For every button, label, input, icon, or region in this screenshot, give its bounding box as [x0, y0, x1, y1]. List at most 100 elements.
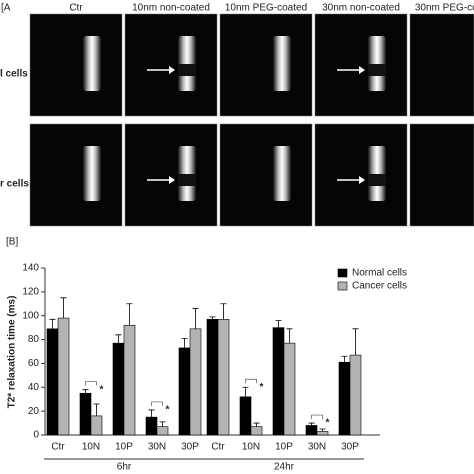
mri-image — [124, 13, 218, 117]
bar — [156, 426, 169, 436]
bar — [239, 396, 252, 436]
tube — [273, 36, 291, 91]
bar — [349, 354, 362, 436]
bar — [316, 431, 329, 436]
bar — [57, 317, 70, 436]
y-tick-label: 80 — [28, 334, 40, 345]
x-tick-label: 10P — [115, 442, 133, 453]
x-tick-label: 30N — [308, 442, 326, 453]
tube — [178, 146, 196, 201]
error-bar — [308, 422, 315, 426]
mri-image — [124, 123, 218, 227]
bar — [145, 416, 158, 436]
dark-band — [178, 64, 196, 76]
x-tick-label: 10P — [275, 442, 293, 453]
error-bar — [319, 428, 326, 432]
legend-swatch — [337, 268, 348, 278]
error-bar — [275, 320, 282, 328]
error-bar — [181, 337, 188, 348]
mri-image — [314, 13, 408, 117]
row-label: l cells — [0, 69, 28, 80]
column-header: Ctr — [69, 3, 83, 14]
bar — [178, 347, 191, 436]
annotation: * — [326, 418, 330, 429]
bracket — [245, 378, 257, 384]
x-tick-label: 30P — [181, 442, 199, 453]
error-bar — [242, 386, 249, 397]
y-tick-label: 120 — [22, 286, 39, 297]
arrow-head — [169, 176, 175, 184]
error-bar — [220, 303, 227, 320]
panel-a-label: [A — [1, 3, 11, 14]
x-tick-label: Ctr — [211, 442, 225, 453]
error-bar — [126, 303, 133, 326]
arrow-head — [359, 66, 365, 74]
bracket — [311, 414, 323, 420]
arrow-head — [359, 176, 365, 184]
error-bar — [352, 328, 359, 356]
mri-image — [314, 123, 408, 227]
dark-band — [178, 174, 196, 186]
error-bar — [82, 389, 89, 394]
annotation: * — [100, 384, 104, 395]
mri-image — [219, 123, 313, 227]
error-bar — [286, 328, 293, 344]
bar — [46, 328, 59, 436]
error-bar — [93, 403, 100, 416]
y-axis-label: T2* relaxation time (ms) — [7, 296, 18, 409]
arrow-head — [169, 66, 175, 74]
x-tick-label: 10N — [242, 442, 260, 453]
bar — [112, 342, 125, 436]
bar — [338, 361, 351, 436]
legend-label: Normal cells — [352, 268, 407, 279]
column-header: 30nm PEG-coated — [415, 3, 474, 14]
bar — [206, 318, 219, 436]
annotation: * — [166, 405, 170, 416]
column-header: 10nm non-coated — [132, 3, 210, 14]
legend-swatch — [337, 281, 348, 291]
error-bar — [49, 318, 56, 329]
error-bar — [148, 409, 155, 418]
y-tick-label: 140 — [22, 263, 39, 274]
bar — [283, 342, 296, 436]
group-label: 24hr — [274, 462, 295, 473]
bracket — [151, 401, 163, 406]
bar — [305, 425, 318, 436]
legend-label: Cancer cells — [352, 281, 407, 292]
tube — [178, 36, 196, 91]
tube — [368, 146, 386, 201]
mri-image — [29, 123, 123, 227]
mri-panel: Ctr 10nm non-coated 10nm PEG-coated 30nm no… — [0, 3, 474, 227]
bar — [250, 426, 263, 436]
column-header: 30nm non-coated — [322, 3, 400, 14]
mri-image — [219, 13, 313, 117]
row-label: r cells — [0, 179, 29, 190]
bar — [272, 327, 285, 436]
error-bar — [192, 308, 199, 329]
bar — [90, 415, 103, 436]
mri-image — [409, 13, 474, 117]
error-bar — [115, 334, 122, 344]
dark-band — [368, 64, 386, 76]
column-header: 10nm PEG-coated — [225, 3, 307, 14]
tube — [83, 146, 101, 201]
error-bar — [60, 297, 67, 319]
x-tick-label: 10N — [82, 442, 100, 453]
x-tick-label: Ctr — [51, 442, 65, 453]
tube — [368, 36, 386, 91]
bracket — [85, 381, 97, 386]
mri-image — [29, 13, 123, 117]
dark-band — [368, 174, 386, 186]
y-tick-label: 40 — [28, 382, 40, 393]
x-tick-label: 30P — [341, 442, 359, 453]
y-tick-label: 20 — [28, 406, 40, 417]
error-bar — [341, 355, 348, 363]
bar — [189, 328, 202, 436]
panel-b-label: [B] — [6, 237, 18, 248]
y-tick-label: 100 — [22, 310, 39, 321]
bar — [123, 324, 136, 436]
annotation: * — [260, 382, 264, 393]
bar — [217, 318, 230, 436]
y-tick-label: 0 — [33, 430, 39, 441]
